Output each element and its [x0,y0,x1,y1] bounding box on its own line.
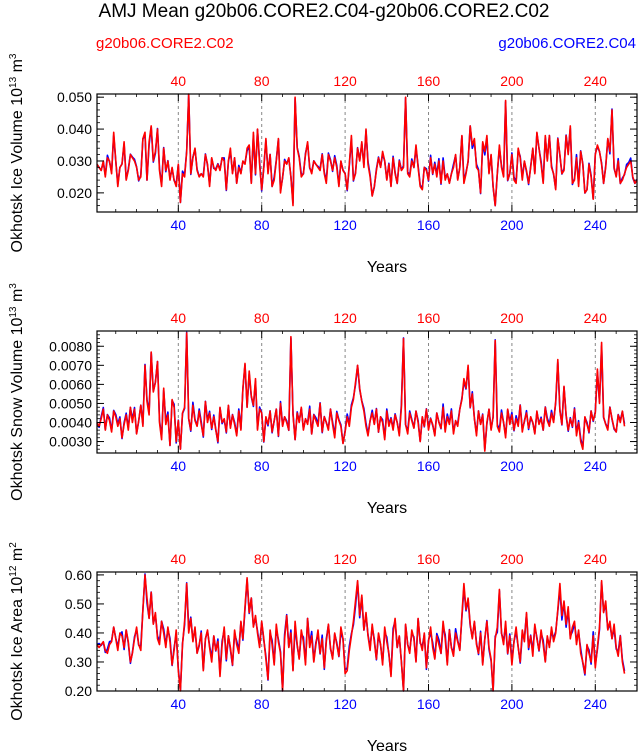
chart-title: AMJ Mean g20b06.CORE2.C04-g20b06.CORE2.C… [99,1,550,22]
y-tick-label: 0.0040 [49,415,92,431]
y-tick-label: 0.0030 [49,434,92,450]
plot-frame [96,93,638,213]
x-tick-label-bottom: 80 [254,458,270,474]
x-tick-label-top: 40 [171,310,187,326]
x-tick-label-top: 80 [254,310,270,326]
y-axis-label: Okhotsk Snow Volume 1013 m3 [8,283,26,501]
y-axis-label: Okhotsk Ice Area 1012 m2 [8,542,26,721]
x-tick-label-top: 40 [171,551,187,567]
y-tick-label: 0.030 [57,153,92,169]
x-tick-label-top: 240 [584,310,608,326]
x-tick-label-top: 240 [584,551,608,567]
x-tick-label-bottom: 80 [254,217,270,233]
y-tick-label: 0.0080 [49,338,92,354]
x-tick-label-bottom: 240 [584,458,608,474]
x-tick-label-top: 240 [584,73,608,89]
y-axis-label: Okhotsk Ice Volume 1013 m3 [8,53,26,252]
x-axis-label: Years [367,259,407,276]
x-tick-label-top: 160 [417,73,441,89]
panel-snow-volume: 0.0030 0.0040 0.0050 0.0060 0.0070 0.0080 40 40… [8,283,638,517]
y-tick-label: 0.040 [57,121,92,137]
x-axis-label: Years [367,500,407,517]
x-tick-label-bottom: 80 [254,696,270,712]
panel-ice-area: 0.20 0.30 0.40 0.50 0.60 40 40 80 80 120 120 160 160… [8,542,638,753]
y-tick-label: 0.020 [57,185,92,201]
x-tick-label-top: 200 [500,73,524,89]
panel-ice-volume: 0.020 0.030 0.040 0.050 40 40 80 80 120 120 160 160… [8,53,638,276]
x-tick-label-top: 160 [417,310,441,326]
series-line-c02 [96,574,626,692]
x-tick-label-bottom: 120 [333,696,357,712]
y-tick-label: 0.60 [65,567,92,583]
chart-panels: 0.020 0.030 0.040 0.050 40 40 80 80 120 120 160 160… [8,53,638,753]
y-tick-label: 0.0050 [49,395,92,411]
y-tick-label: 0.0060 [49,376,92,392]
legend-label-c02: g20b06.CORE2.C02 [96,35,234,52]
x-tick-label-top: 80 [254,73,270,89]
x-tick-label-bottom: 240 [584,217,608,233]
x-tick-label-bottom: 120 [333,217,357,233]
x-tick-label-top: 200 [500,310,524,326]
x-tick-label-bottom: 240 [584,696,608,712]
x-tick-label-bottom: 200 [500,217,524,233]
x-tick-label-bottom: 40 [171,217,187,233]
x-tick-label-bottom: 160 [417,696,441,712]
x-tick-label-bottom: 200 [500,696,524,712]
y-tick-label: 0.40 [65,625,92,641]
x-tick-label-bottom: 160 [417,458,441,474]
y-tick-label: 0.50 [65,596,92,612]
series-line-c02 [96,93,638,207]
series-line-c02 [96,332,626,452]
x-tick-label-bottom: 160 [417,217,441,233]
y-tick-label: 0.0070 [49,357,92,373]
x-axis-label: Years [367,738,407,753]
x-tick-label-top: 160 [417,551,441,567]
y-tick-label: 0.30 [65,654,92,670]
x-tick-label-top: 120 [333,310,357,326]
x-tick-label-top: 200 [500,551,524,567]
x-tick-label-top: 120 [333,73,357,89]
x-tick-label-bottom: 40 [171,458,187,474]
x-tick-label-top: 120 [333,551,357,567]
y-tick-label: 0.20 [65,683,92,699]
y-tick-label: 0.050 [57,89,92,105]
legend-label-c04: g20b06.CORE2.C04 [498,35,636,52]
x-tick-label-bottom: 40 [171,696,187,712]
plot-frame [96,571,638,692]
x-tick-label-top: 40 [171,73,187,89]
x-tick-label-top: 80 [254,551,270,567]
x-tick-label-bottom: 120 [333,458,357,474]
x-tick-label-bottom: 200 [500,458,524,474]
